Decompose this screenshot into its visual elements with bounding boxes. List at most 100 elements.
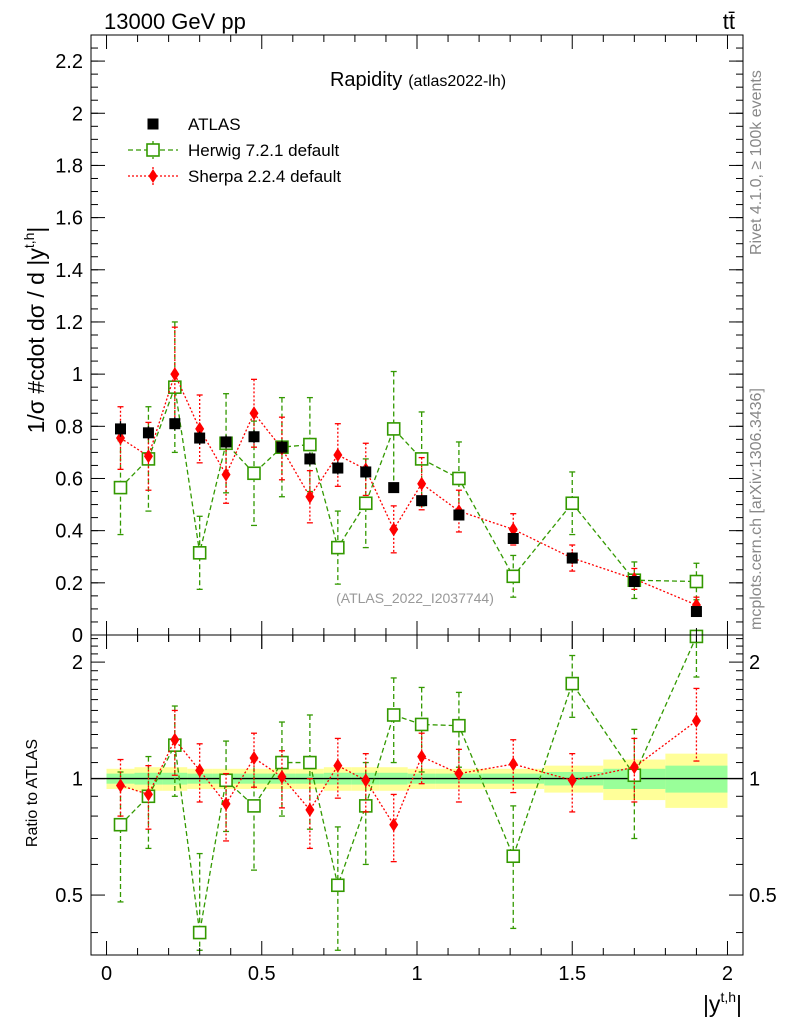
sherpa-point [195, 421, 205, 436]
sherpa-point [333, 448, 343, 462]
main-series [113, 321, 704, 618]
ratio-y-tick-label: 1 [72, 769, 83, 791]
y-tick-label: 2.2 [55, 51, 83, 73]
x-tick-label: 1.5 [558, 963, 586, 985]
y-tick-label: 1.6 [55, 208, 83, 230]
plot-title-sub: (atlas2022-lh) [408, 73, 506, 90]
sherpa-point [143, 449, 153, 464]
sherpa-ratio-point [195, 763, 205, 778]
atlas-point [507, 532, 519, 544]
sherpa-point [508, 522, 518, 537]
ratio-series [113, 629, 704, 951]
herwig-ratio-point [219, 773, 233, 788]
ratio-y-axis-label: Ratio to ATLAS [24, 739, 41, 847]
atlas-point [453, 509, 465, 521]
atlas-point [690, 606, 702, 618]
sherpa-ratio-series [115, 687, 701, 863]
y-tick-label: 0.4 [55, 521, 83, 543]
herwig-point [303, 437, 317, 452]
atlas-point [416, 495, 428, 507]
rivet-version-label: Rivet 4.1.0, ≥ 100k events [748, 70, 765, 255]
sherpa-ratio-point [115, 778, 125, 793]
main-panel: 0 0.2 0.4 0.6 0.8 1 1.2 1.4 1.6 1.8 2 2.2 Rapidity (… [21, 34, 744, 647]
atlas-point [169, 418, 181, 430]
sherpa-ratio-point [567, 773, 577, 788]
sherpa-ratio-point [417, 749, 427, 764]
mcplots-label: mcplots.cern.ch [arXiv:1306.3436] [748, 388, 765, 630]
sherpa-ratio-point [629, 760, 639, 775]
x-axis-label-end: | [736, 991, 742, 1017]
atlas-point [194, 432, 206, 444]
sherpa-ratio-point [305, 802, 315, 817]
sherpa-ratio-point [691, 713, 701, 728]
atlas-point [628, 576, 640, 588]
plot-title: Rapidity (atlas2022-lh) [330, 69, 506, 91]
x-axis-label: |yt,h| [703, 989, 742, 1017]
y-tick-label: 1 [72, 364, 83, 386]
ratio-y-tick-label-right: 1 [749, 769, 760, 791]
legend: ATLAS Herwig 7.2.1 default Sherpa 2.2.4 de… [128, 115, 341, 186]
process-label: tt̄ [723, 9, 735, 34]
x-tick-label: 1 [411, 963, 422, 985]
sherpa-ratio-point [508, 757, 518, 772]
herwig-point [506, 569, 521, 584]
legend-item-sherpa: Sherpa 2.2.4 default [128, 167, 341, 186]
sherpa-ratio-point [170, 732, 180, 747]
sherpa-ratio-point [333, 758, 343, 773]
y-axis-label-main: 1/σ #cdot dσ / d |y [23, 248, 49, 434]
x-tick-label: 0.5 [248, 963, 276, 985]
atlas-point [332, 462, 344, 474]
ratio-y-tick-label-right: 0.5 [749, 885, 777, 907]
sherpa-ratio-point [221, 796, 231, 811]
herwig-point [358, 496, 373, 511]
herwig-point [113, 480, 128, 495]
atlas-point [388, 482, 400, 494]
legend-item-atlas: ATLAS [147, 115, 241, 134]
y-tick-label: 0.8 [55, 416, 83, 438]
legend-marker [146, 143, 160, 157]
y-tick-label: 2 [72, 103, 83, 125]
y-tick-label: 1.4 [55, 260, 83, 282]
ratio-panel: 0.5 0.5 1 1 2 2 Ratio to ATLAS [24, 629, 777, 956]
sherpa-ratio-point [361, 773, 371, 788]
y-axis-label: 1/σ #cdot dσ / d |yt,h| [21, 227, 49, 434]
sherpa-point [305, 489, 315, 504]
legend-marker [148, 169, 158, 183]
sherpa-point [170, 367, 180, 382]
x-axis: 0 0.5 1 1.5 2 [101, 35, 733, 985]
herwig-point [452, 471, 466, 486]
sherpa-series [115, 326, 701, 614]
y-tick-label: 0 [72, 625, 83, 647]
herwig-point [192, 546, 207, 560]
atlas-point [566, 552, 578, 564]
x-axis-label-sup: t,h [720, 989, 736, 1005]
legend-label: Herwig 7.2.1 default [188, 141, 339, 160]
y-axis-label-end: | [23, 227, 49, 233]
herwig-ratio-point [506, 849, 521, 864]
ratio-y-tick-label: 0.5 [55, 885, 83, 907]
sherpa-ratio-point [277, 769, 287, 784]
legend-label: ATLAS [188, 115, 241, 134]
sherpa-ratio-point [143, 787, 153, 802]
herwig-point [689, 574, 704, 589]
herwig-point [247, 466, 261, 481]
sherpa-ratio-point [454, 766, 464, 781]
herwig-ratio-point [331, 878, 345, 893]
x-tick-label: 0 [101, 963, 112, 985]
herwig-ratio-point [275, 755, 289, 770]
ratio-y-tick-label: 2 [72, 652, 83, 674]
sherpa-point [115, 431, 125, 446]
ratio-y-axis: 0.5 0.5 1 1 2 2 [55, 638, 777, 934]
y-tick-label: 1.8 [55, 155, 83, 177]
herwig-ratio-point [247, 799, 261, 813]
herwig-line [120, 386, 697, 583]
atlas-point [220, 436, 232, 448]
herwig-ratio-point [192, 925, 207, 940]
y-axis-label-sup: t,h [21, 233, 37, 249]
y-tick-label: 0.2 [55, 573, 83, 595]
sherpa-ratio-line [120, 720, 697, 827]
herwig-point [565, 496, 580, 511]
herwig-point [386, 422, 401, 436]
herwig-ratio-point [303, 755, 317, 770]
